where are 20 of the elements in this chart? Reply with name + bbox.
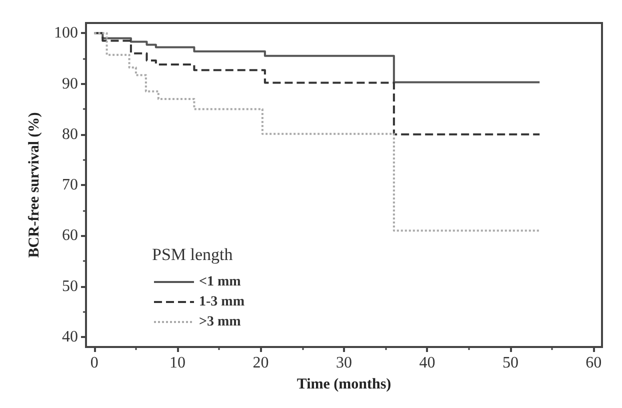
x-tick-label: 50 <box>502 354 518 372</box>
y-tick-label: 60 <box>62 227 78 244</box>
x-tick-label: 40 <box>419 354 436 372</box>
y-tick-label: 50 <box>62 278 78 295</box>
y-axis-title: BCR-free survival (%) <box>26 112 42 258</box>
legend-label: 1-3 mm <box>199 294 245 310</box>
x-tick-label: 10 <box>170 354 186 372</box>
x-tick-label: 60 <box>586 354 602 372</box>
y-tick-label: 90 <box>62 75 78 92</box>
legend-label: <1 mm <box>199 274 242 290</box>
x-axis-title: Time (months) <box>296 376 392 392</box>
y-tick-label: 80 <box>62 126 78 143</box>
y-tick-label: 70 <box>62 176 78 194</box>
legend-label: >3 mm <box>199 314 242 330</box>
x-tick-label: 20 <box>252 354 269 372</box>
legend-title: PSM length <box>152 245 234 264</box>
y-tick-label: 40 <box>62 328 78 346</box>
y-tick-label: 100 <box>54 24 78 42</box>
x-tick-label: 30 <box>336 354 352 372</box>
x-tick-label: 0 <box>90 354 98 372</box>
